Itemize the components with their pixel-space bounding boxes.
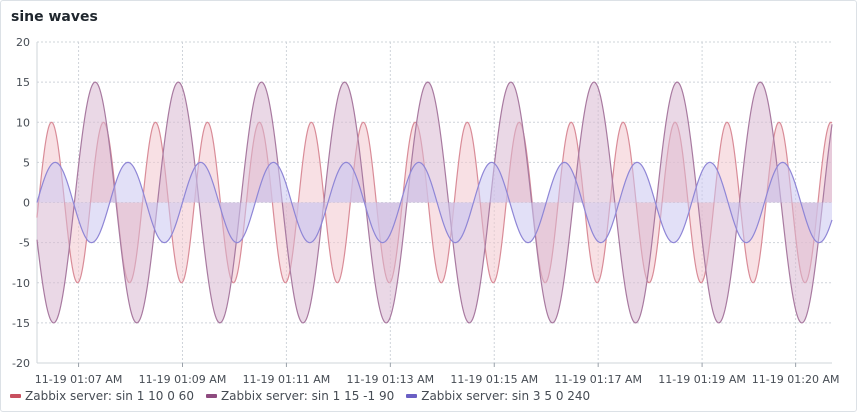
- legend-swatch: [10, 394, 21, 398]
- legend-swatch: [406, 394, 418, 398]
- legend-label: Zabbix server: sin 1 15 -1 90: [220, 389, 395, 403]
- x-tick-label: 11-19 01:13 AM: [346, 373, 434, 385]
- x-tick-label: 11-19 01:07 AM: [35, 373, 123, 385]
- panel-title: sine waves: [11, 9, 98, 25]
- legend-swatch: [205, 394, 217, 398]
- x-tick-label: 11-19 01:19 AM: [658, 373, 746, 385]
- legend-item[interactable]: Zabbix server: sin 1 15 -1 90: [205, 389, 395, 403]
- x-tick-label: 11-19 01:20 AM: [752, 373, 840, 385]
- x-tick-label: 11-19 01:17 AM: [554, 373, 642, 385]
- x-axis-ticks: 11-19 01:07 AM 11-19 01:09 AM 11-19 01:11 …: [35, 373, 840, 385]
- series-areas: [36, 81, 833, 324]
- y-tick-label: -15: [12, 317, 30, 330]
- y-tick-label: -20: [12, 357, 30, 370]
- series-line-3: [36, 161, 833, 244]
- y-tick-label: 0: [23, 197, 30, 210]
- y-tick-label: -10: [12, 277, 30, 290]
- x-tick-label: 11-19 01:15 AM: [450, 373, 538, 385]
- x-tick-label: 11-19 01:09 AM: [139, 373, 227, 385]
- legend-item[interactable]: Zabbix server: sin 1 10 0 60: [10, 389, 194, 403]
- legend: Zabbix server: sin 1 10 0 60 Zabbix serve…: [10, 389, 590, 403]
- y-axis-ticks: 20 15 10 5 0 -5 -10 -15 -20: [12, 36, 30, 370]
- series-line-2: [36, 81, 833, 324]
- x-tick-label: 11-19 01:11 AM: [243, 373, 331, 385]
- legend-label: Zabbix server: sin 1 10 0 60: [25, 389, 194, 403]
- y-tick-label: 10: [16, 116, 30, 129]
- y-tick-label: 5: [23, 156, 30, 169]
- legend-label: Zabbix server: sin 3 5 0 240: [421, 389, 591, 403]
- series-area-3: [37, 162, 832, 243]
- y-tick-label: 20: [16, 36, 30, 49]
- y-tick-label: -5: [19, 237, 30, 250]
- y-tick-label: 15: [16, 76, 30, 89]
- legend-item[interactable]: Zabbix server: sin 3 5 0 240: [406, 389, 590, 403]
